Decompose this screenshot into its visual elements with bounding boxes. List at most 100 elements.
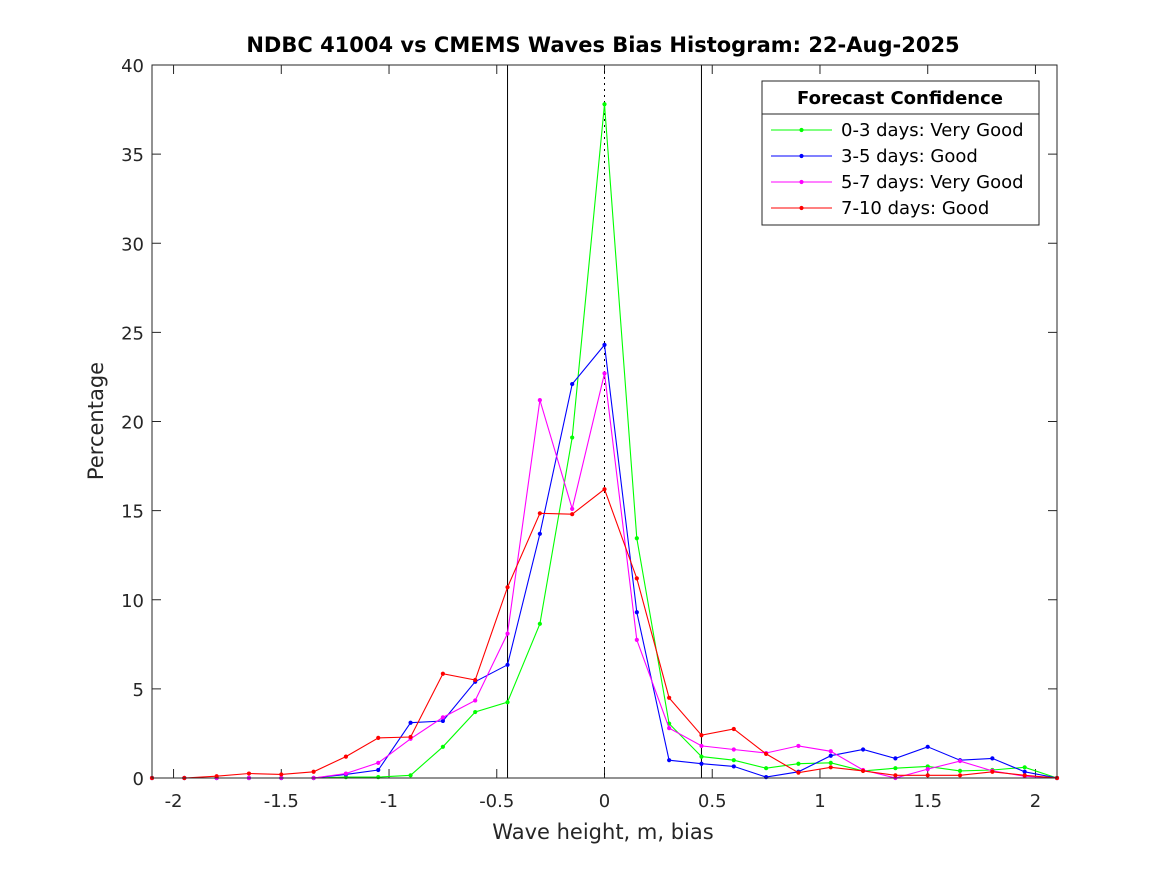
data-point — [570, 381, 575, 387]
axes-box — [151, 64, 1058, 779]
legend-entry: 7-10 days: Good — [771, 198, 989, 219]
legend-label: 7-10 days: Good — [841, 198, 989, 219]
data-point — [634, 576, 639, 581]
data-point — [1022, 769, 1027, 774]
x-axis-label: Wave height, m, bias — [492, 820, 713, 844]
data-point — [828, 765, 833, 770]
x-tick-label: -0.5 — [479, 791, 514, 812]
data-point — [1022, 773, 1027, 778]
legend-entries: 0-3 days: Very Good 3-5 days: Good 5-7 day… — [771, 120, 1024, 219]
x-tick-label: -2 — [165, 791, 183, 812]
y-tick-label: 15 — [121, 502, 144, 523]
data-point — [957, 758, 963, 764]
data-point — [473, 677, 478, 683]
data-point — [699, 733, 704, 738]
y-tick-label: 40 — [121, 56, 144, 77]
reference-lines — [507, 65, 702, 778]
legend-marker — [799, 205, 804, 211]
legend-entry: 0-3 days: Very Good — [771, 120, 1024, 141]
data-point — [376, 775, 381, 780]
data-point — [860, 768, 866, 773]
data-point — [311, 769, 316, 774]
data-point — [505, 585, 510, 590]
y-tick-label: 5 — [133, 680, 144, 701]
data-point — [246, 771, 252, 776]
data-point — [505, 700, 510, 705]
data-point — [570, 435, 575, 440]
data-point — [634, 536, 639, 541]
data-point — [537, 511, 542, 516]
data-point — [990, 769, 995, 774]
data-point — [376, 767, 381, 773]
x-tick-label: 0 — [599, 791, 610, 812]
data-point — [473, 709, 478, 715]
legend-label: 3-5 days: Good — [841, 146, 978, 167]
data-point — [667, 695, 672, 700]
data-point — [893, 756, 898, 761]
data-point — [440, 744, 445, 749]
data-point — [667, 725, 672, 731]
y-tick-label: 0 — [133, 769, 144, 790]
data-point — [731, 747, 736, 752]
legend-box — [761, 80, 1040, 226]
x-tick-label: 1.5 — [913, 791, 942, 812]
data-point — [343, 771, 349, 776]
data-point — [570, 512, 575, 517]
data-point — [279, 772, 284, 777]
data-point — [957, 773, 963, 778]
data-point — [925, 766, 930, 772]
data-point — [408, 773, 413, 778]
y-tick-label: 20 — [121, 413, 144, 434]
data-point — [764, 775, 769, 780]
data-point — [214, 774, 219, 779]
legend-entry: 3-5 days: Good — [771, 146, 978, 167]
data-point — [731, 758, 736, 763]
data-point — [764, 766, 769, 771]
data-point — [731, 726, 736, 732]
data-point — [602, 102, 607, 107]
data-point — [828, 753, 833, 758]
legend-marker — [799, 179, 804, 185]
x-tick-label: -1 — [380, 791, 398, 812]
legend-entry: 5-7 days: Very Good — [771, 172, 1024, 193]
data-point — [828, 749, 833, 754]
data-point — [925, 744, 930, 749]
data-point — [828, 760, 833, 765]
legend-marker — [799, 127, 804, 133]
legend-label: 0-3 days: Very Good — [841, 120, 1024, 141]
data-point — [537, 398, 542, 403]
series-4 — [149, 487, 1060, 781]
data-point — [893, 773, 898, 778]
data-point — [699, 743, 704, 749]
data-point — [376, 735, 381, 740]
data-point — [408, 720, 413, 725]
data-point — [796, 761, 801, 766]
data-point — [570, 506, 575, 511]
data-point — [699, 761, 704, 766]
data-point — [699, 754, 704, 759]
data-point — [602, 342, 607, 347]
data-point — [731, 764, 736, 769]
data-point — [376, 760, 381, 765]
y-tick-label: 25 — [121, 323, 144, 344]
x-tick-label: 1 — [814, 791, 825, 812]
legend-label: 5-7 days: Very Good — [841, 172, 1024, 193]
data-point — [957, 768, 963, 773]
legend[interactable]: Forecast Confidence 0-3 days: Very Good 3… — [761, 80, 1040, 226]
data-point — [1022, 765, 1027, 770]
data-point — [634, 637, 639, 642]
data-point — [537, 531, 542, 536]
data-point — [860, 747, 866, 752]
data-point — [796, 770, 801, 775]
data-point — [440, 715, 445, 720]
legend-title: Forecast Confidence — [797, 88, 1003, 109]
data-point — [473, 698, 478, 703]
data-point — [990, 756, 995, 761]
data-point — [667, 758, 672, 763]
data-point — [602, 487, 607, 492]
data-point — [796, 743, 801, 749]
chart-title: NDBC 41004 vs CMEMS Waves Bias Histogram… — [246, 33, 959, 57]
y-tick-label: 30 — [121, 234, 144, 255]
